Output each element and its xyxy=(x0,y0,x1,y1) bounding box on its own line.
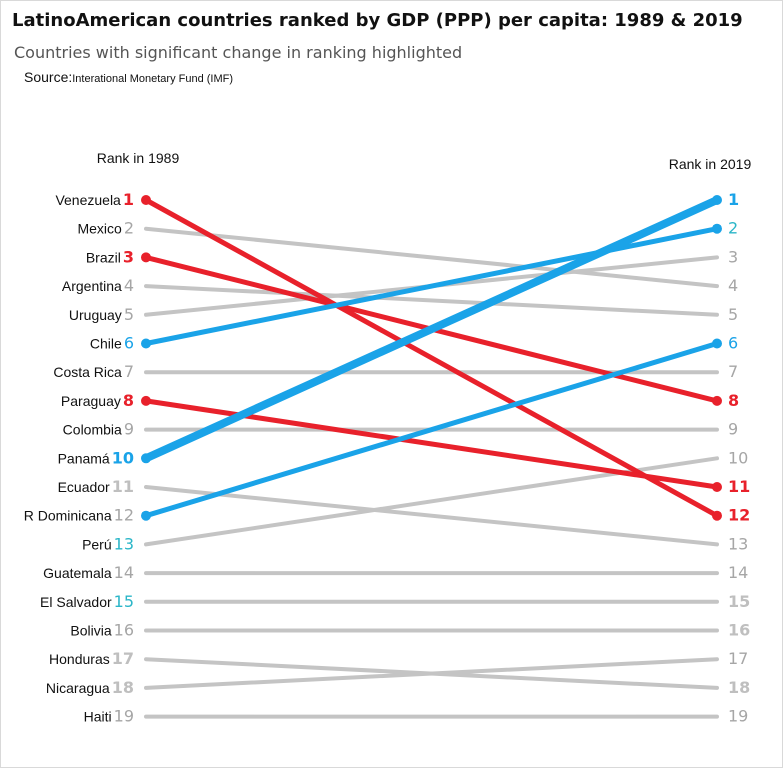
country-label-costa-rica: Costa Rica xyxy=(53,364,122,380)
country-label-colombia: Colombia xyxy=(63,422,122,438)
country-label-mexico: Mexico xyxy=(77,221,122,237)
chart-subtitle: Countries with significant change in ran… xyxy=(14,43,463,62)
slope-line-chile xyxy=(143,226,720,346)
right-rank-19: 19 xyxy=(728,707,748,726)
country-label-peru: Perú xyxy=(82,536,112,552)
right-rank-13: 13 xyxy=(728,534,748,553)
country-label-venezuela: Venezuela xyxy=(55,192,121,208)
end-point-panama xyxy=(712,195,722,205)
left-rank-9: 9 xyxy=(124,420,134,439)
right-rank-14: 14 xyxy=(728,563,748,582)
country-label-honduras: Honduras xyxy=(49,651,110,667)
right-rank-9: 9 xyxy=(728,420,738,439)
slope-line-ecuador xyxy=(144,485,719,547)
slope-line-venezuela xyxy=(143,197,720,519)
left-rank-16: 16 xyxy=(114,621,134,640)
start-point-r-dominicana xyxy=(141,510,151,521)
slope-lines xyxy=(141,195,722,719)
right-rank-3: 3 xyxy=(728,247,738,266)
left-rank-18: 18 xyxy=(112,678,134,697)
left-rank-5: 5 xyxy=(124,305,134,324)
slope-line-argentina xyxy=(144,284,719,317)
right-rank-2: 2 xyxy=(728,219,738,238)
slope-line-panama xyxy=(142,196,721,463)
slope-line-peru xyxy=(144,456,719,547)
right-rank-10: 10 xyxy=(728,448,748,467)
slope-line-r-dominicana xyxy=(143,341,720,519)
country-label-uruguay: Uruguay xyxy=(69,307,122,323)
country-label-panama: Panamá xyxy=(58,450,110,466)
right-rank-8: 8 xyxy=(728,391,739,410)
right-rank-16: 16 xyxy=(728,621,750,640)
start-point-venezuela xyxy=(141,195,151,205)
country-label-paraguay: Paraguay xyxy=(61,393,121,409)
right-rank-7: 7 xyxy=(728,362,738,381)
right-rank-6: 6 xyxy=(728,334,738,353)
slope-line-mexico xyxy=(144,226,719,289)
end-point-paraguay xyxy=(712,482,722,492)
end-point-venezuela xyxy=(712,510,722,521)
left-rank-1: 1 xyxy=(123,190,134,209)
end-point-chile xyxy=(712,223,722,234)
left-rank-17: 17 xyxy=(112,649,134,668)
left-rank-10: 10 xyxy=(112,448,134,467)
country-label-r-dominicana: R Dominicana xyxy=(24,508,112,524)
country-label-nicaragua: Nicaragua xyxy=(46,680,110,696)
left-rank-2: 2 xyxy=(124,219,134,238)
left-rank-12: 12 xyxy=(114,506,134,525)
right-rank-17: 17 xyxy=(728,649,748,668)
left-rank-4: 4 xyxy=(124,276,134,295)
left-rank-8: 8 xyxy=(123,391,134,410)
end-point-brazil xyxy=(712,395,722,406)
start-point-panama xyxy=(141,453,151,464)
left-rank-3: 3 xyxy=(123,247,134,266)
left-rank-6: 6 xyxy=(124,334,134,353)
left-rank-11: 11 xyxy=(112,477,134,496)
left-rank-7: 7 xyxy=(124,362,134,381)
start-point-paraguay xyxy=(141,395,151,406)
right-axis-label: Rank in 2019 xyxy=(669,156,752,172)
right-rank-12: 12 xyxy=(728,506,750,525)
country-label-el-salvador: El Salvador xyxy=(40,594,112,610)
start-point-brazil xyxy=(141,252,151,263)
country-label-haiti: Haiti xyxy=(84,709,112,725)
right-rank-1: 1 xyxy=(728,190,739,209)
country-label-chile: Chile xyxy=(90,336,122,352)
country-label-ecuador: Ecuador xyxy=(58,479,110,495)
left-rank-19: 19 xyxy=(114,707,134,726)
country-label-guatemala: Guatemala xyxy=(43,565,112,581)
right-rank-11: 11 xyxy=(728,477,750,496)
source-value: Interational Monetary Fund (IMF) xyxy=(72,73,234,85)
country-label-argentina: Argentina xyxy=(62,278,122,294)
right-rank-15: 15 xyxy=(728,592,750,611)
slope-line-paraguay xyxy=(143,398,720,490)
left-axis-label: Rank in 1989 xyxy=(97,150,180,166)
source-note: Source:Interational Monetary Fund (IMF) xyxy=(24,69,233,85)
source-label: Source: xyxy=(24,69,73,85)
right-rank-4: 4 xyxy=(728,276,738,295)
left-rank-14: 14 xyxy=(114,563,134,582)
end-point-r-dominicana xyxy=(712,338,722,349)
right-rank-5: 5 xyxy=(728,305,738,324)
chart-title: LatinoAmerican countries ranked by GDP (… xyxy=(12,10,743,31)
country-label-brazil: Brazil xyxy=(86,249,121,265)
left-rank-13: 13 xyxy=(114,534,134,553)
country-label-bolivia: Bolivia xyxy=(70,623,111,639)
right-rank-18: 18 xyxy=(728,678,750,697)
slope-line-nicaragua xyxy=(144,657,719,690)
start-point-chile xyxy=(141,338,151,349)
left-rank-15: 15 xyxy=(114,592,134,611)
